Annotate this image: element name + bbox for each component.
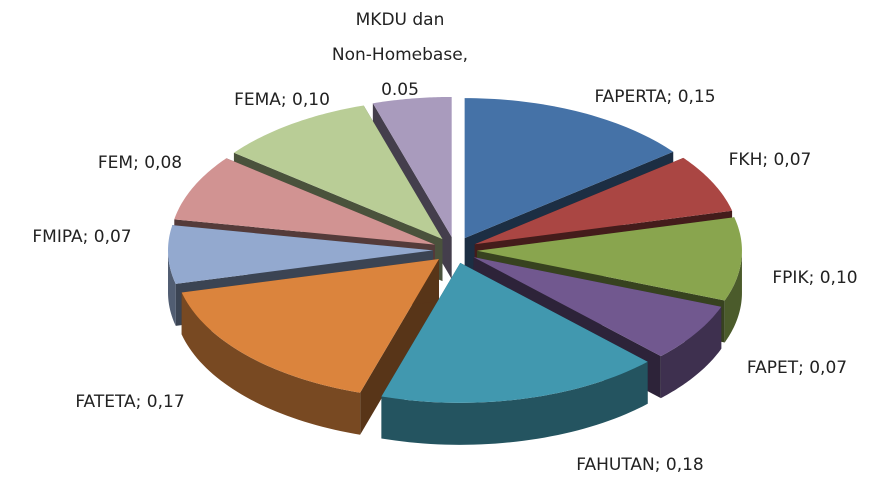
data-label: FEM; 0,08 xyxy=(98,153,182,173)
slice-top xyxy=(476,217,742,301)
slice-top xyxy=(381,262,648,403)
data-label: FAHUTAN; 0,18 xyxy=(576,455,703,475)
slice xyxy=(381,262,648,445)
slice-side xyxy=(181,292,361,435)
slice-side xyxy=(168,250,176,326)
data-label: FPIK; 0,10 xyxy=(772,268,857,288)
data-label: MKDU dan Non-Homebase, 0.05 xyxy=(332,10,468,100)
data-label: FAPERTA; 0,15 xyxy=(594,87,715,107)
slice-top xyxy=(233,105,443,240)
slice-top xyxy=(473,257,722,357)
slice-side xyxy=(381,361,648,445)
slice-side xyxy=(660,306,722,399)
data-label: FATETA; 0,17 xyxy=(75,392,184,412)
slice-top xyxy=(372,96,452,237)
data-label: FMIPA; 0,07 xyxy=(32,227,131,247)
slice-side xyxy=(724,250,742,343)
data-label: FEMA; 0,10 xyxy=(234,90,330,110)
slice-top xyxy=(181,259,439,393)
slice-top xyxy=(168,225,434,284)
slice-top xyxy=(174,158,435,245)
slice xyxy=(181,259,439,435)
slice-top xyxy=(474,157,733,245)
slice-top xyxy=(464,98,674,239)
data-label: FAPET; 0,07 xyxy=(747,358,847,378)
data-label: FKH; 0,07 xyxy=(729,150,812,170)
